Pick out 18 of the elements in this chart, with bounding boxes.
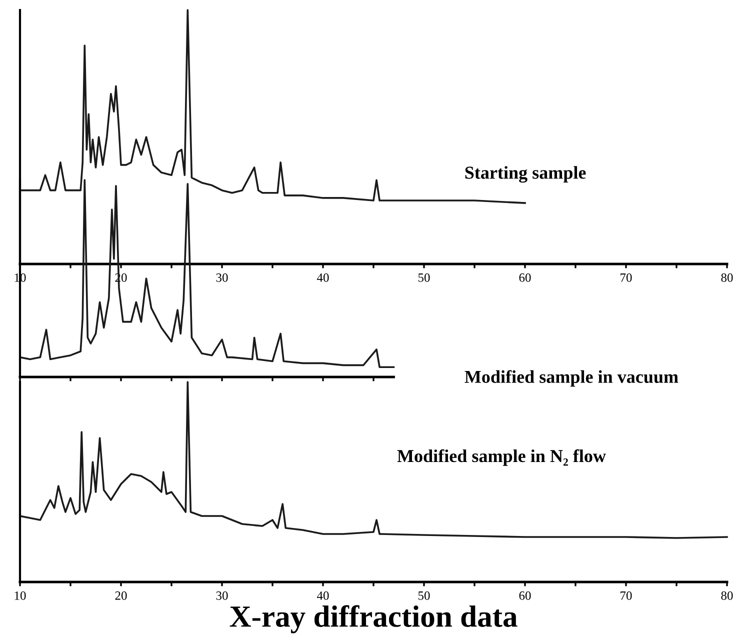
x-axis-title: X-ray diffraction data (230, 605, 518, 634)
x-tick-label: 60 (519, 273, 531, 282)
x-tick-label: 40 (316, 273, 329, 282)
x-tick-label: 80 (721, 273, 733, 282)
x-tick-label: 20 (115, 591, 127, 600)
x-tick-label: 60 (519, 591, 531, 600)
x-tick-label: 70 (620, 273, 632, 282)
x-tick-label: 50 (418, 591, 430, 600)
x-tick-label: 40 (316, 591, 329, 600)
annotation: Starting sample (465, 166, 586, 183)
x-tick-label: 10 (14, 591, 26, 600)
x-tick-label: 70 (620, 591, 632, 600)
x-tick-label: 80 (721, 591, 733, 600)
x-tick-label: 30 (216, 273, 228, 282)
x-tick-label: 30 (216, 591, 228, 600)
annotation: Modified sample in vacuum (464, 370, 678, 387)
x-tick-label: 50 (418, 273, 430, 282)
annotation: Modified sample in N₂ flow (397, 449, 606, 466)
